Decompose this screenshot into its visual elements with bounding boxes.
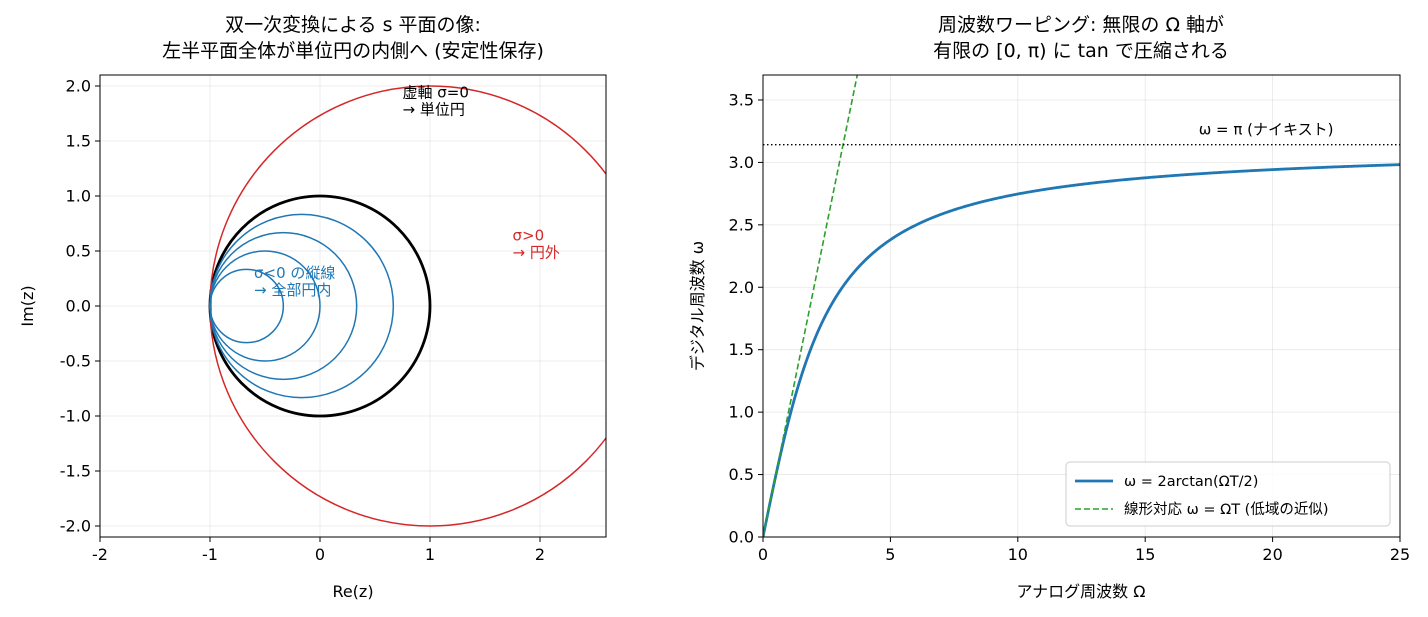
left-y-tick-label: -1.5 — [60, 462, 91, 481]
left-x-tick-label: 1 — [425, 545, 435, 564]
right-y-tick-label: 1.0 — [729, 403, 754, 422]
left-y-ticks: -2.0 -1.5 -1.0 -0.5 0.0 0.5 1.0 1.5 2.0 — [60, 77, 100, 536]
right-x-tick-label: 15 — [1135, 545, 1155, 564]
left-annotation-line: 虚軸 σ=0 — [403, 84, 469, 102]
left-annotation-line: → 円外 — [513, 244, 560, 262]
right-x-tick-label: 0 — [758, 545, 768, 564]
right-y-tick-label: 3.5 — [729, 90, 754, 109]
left-annotation-line: σ>0 — [513, 227, 545, 245]
left-annotation-line: → 全部円内 — [254, 281, 331, 299]
right-reference-lines: ω = π (ナイキスト) — [763, 121, 1400, 146]
right-y-tick-label: 3.0 — [729, 153, 754, 172]
right-y-tick-label: 2.5 — [729, 215, 754, 234]
right-y-tick-label: 0.0 — [729, 528, 754, 547]
left-y-tick-label: 0.5 — [66, 242, 91, 261]
left-y-tick-label: -2.0 — [60, 517, 91, 536]
right-x-tick-label: 5 — [885, 545, 895, 564]
left-y-axis-label: Im(z) — [18, 285, 37, 326]
right-y-tick-label: 2.0 — [729, 278, 754, 297]
left-y-tick-label: 1.0 — [66, 187, 91, 206]
left-y-tick-label: 0.0 — [66, 297, 91, 316]
sigma-negative-circle — [209, 268, 285, 344]
right-series-line-0 — [763, 163, 1400, 537]
legend-label-0: ω = 2arctan(ΩT/2) — [1124, 474, 1258, 490]
left-grid — [99, 75, 606, 537]
left-chart-title-line2: 左半平面全体が単位円の内側へ (安定性保存) — [162, 40, 544, 62]
left-x-ticks: -2 -1 0 1 2 — [92, 537, 545, 564]
left-x-axis-label: Re(z) — [332, 582, 373, 601]
right-x-tick-label: 20 — [1262, 545, 1282, 564]
right-chart-title-line2: 有限の [0, π) に tan で圧縮される — [933, 40, 1229, 62]
right-y-tick-label: 1.5 — [729, 340, 754, 359]
right-y-axis-label: デジタル周波数 ω — [688, 241, 707, 371]
legend-label-1: 線形対応 ω = ΩT (低域の近似) — [1124, 501, 1328, 518]
right-plot-frame — [762, 74, 1401, 538]
left-y-tick-label: 2.0 — [66, 77, 91, 96]
right-x-tick-label: 25 — [1390, 545, 1410, 564]
bilinear-mapping-chart: 双一次変換による s 平面の像: 左半平面全体が単位円の内側へ (安定性保存) … — [18, 14, 607, 601]
left-x-tick-label: 0 — [315, 545, 325, 564]
left-annotation-line: → 単位円 — [403, 101, 465, 119]
left-annotations: 虚軸 σ=0→ 単位円 σ>0→ 円外 σ<0 の縦線→ 全部円内 — [254, 84, 560, 299]
left-series — [208, 85, 606, 527]
left-y-tick-label: 1.5 — [66, 132, 91, 151]
left-y-tick-label: -0.5 — [60, 352, 91, 371]
left-annotation-line: σ<0 の縦線 — [254, 264, 335, 282]
right-legend: ω = 2arctan(ΩT/2) 線形対応 ω = ΩT (低域の近似) — [1065, 461, 1391, 527]
left-y-tick-label: -1.0 — [60, 407, 91, 426]
legend-box — [1065, 461, 1391, 527]
right-x-ticks: 0 5 10 15 20 25 — [758, 537, 1410, 564]
right-x-axis-label: アナログ周波数 Ω — [1017, 582, 1146, 601]
right-y-tick-label: 0.5 — [729, 465, 754, 484]
right-x-tick-label: 10 — [1008, 545, 1028, 564]
left-x-tick-label: 2 — [535, 545, 545, 564]
right-chart-title-line1: 周波数ワーピング: 無限の Ω 軸が — [938, 14, 1224, 36]
left-x-tick-label: -1 — [202, 545, 218, 564]
left-x-tick-label: -2 — [92, 545, 108, 564]
right-series — [763, 75, 1400, 537]
left-chart-title-line1: 双一次変換による s 平面の像: — [225, 14, 481, 36]
right-y-ticks: 0.0 0.5 1.0 1.5 2.0 2.5 3.0 3.5 — [729, 90, 763, 547]
nyquist-reference-label: ω = π (ナイキスト) — [1199, 121, 1334, 139]
frequency-warping-chart: 周波数ワーピング: 無限の Ω 軸が 有限の [0, π) に tan で圧縮さ… — [688, 14, 1410, 601]
